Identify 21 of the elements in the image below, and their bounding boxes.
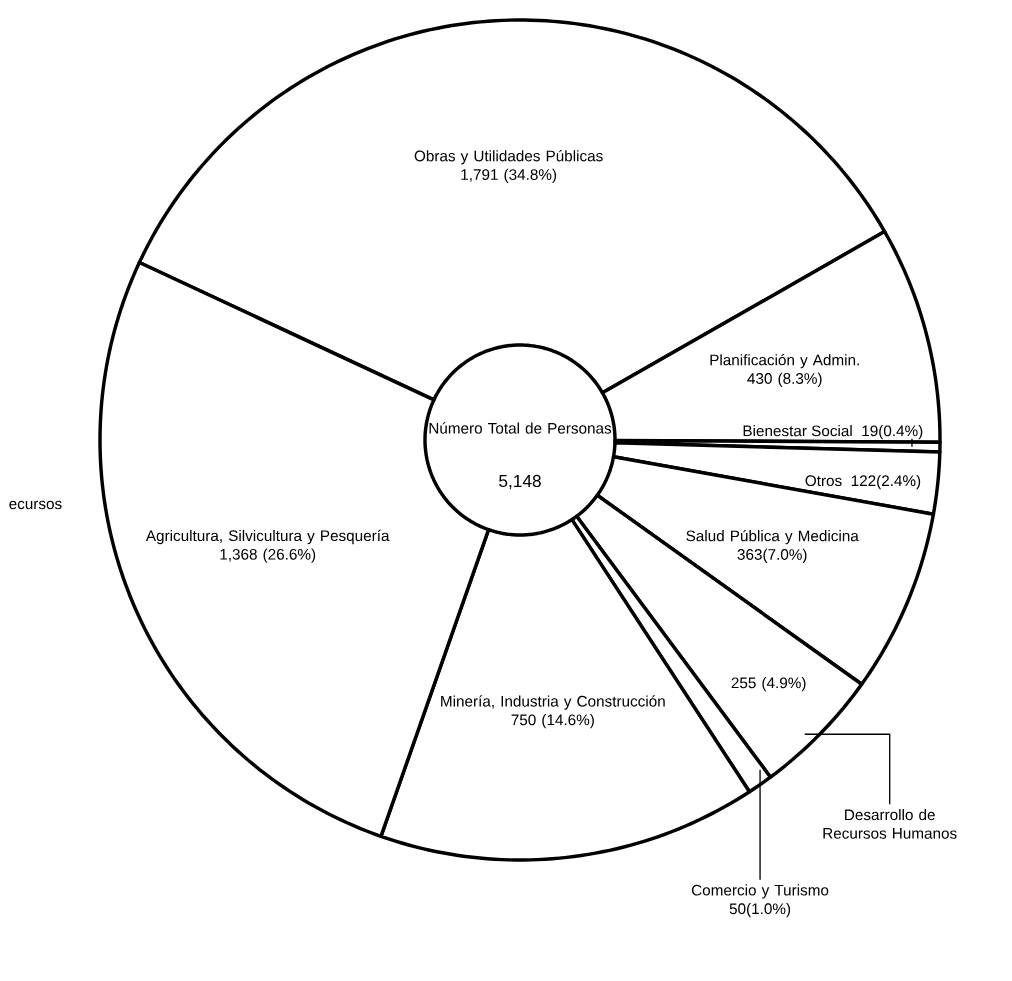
slice-label: Otros: [805, 475, 842, 487]
data-label: 50(1.0%): [729, 902, 791, 918]
data-label: 430 (8.3%): [747, 372, 822, 387]
slice-label: Salud Pública y Medicina: [686, 529, 859, 545]
text: 5,148: [499, 474, 541, 490]
slice-label: Bienestar Social: [743, 425, 852, 437]
data-label: 363(7.0%): [737, 548, 807, 563]
data-label: 122(2.4%): [851, 474, 921, 490]
data-label: 1,368 (26.6%): [220, 548, 316, 563]
slice-label: Minería, Industria y Construcción: [441, 695, 665, 710]
slice-label: Comercio y Turismo: [691, 884, 829, 899]
data-label: 19(0.4%): [862, 425, 923, 440]
slice-label: Planificación y Admin.: [710, 353, 859, 369]
text: Número Total de Personas: [429, 422, 612, 434]
text: ecursos: [9, 500, 62, 510]
slice-label: Desarrollo de Recursos Humanos: [823, 808, 957, 839]
data-label: 1,791 (34.8%): [461, 168, 557, 184]
data-label: 255 (4.9%): [731, 677, 806, 692]
slice-label: Agricultura, Silvicultura y Pesquería: [145, 529, 390, 545]
slice-label: Obras y Utilidades Públicas: [414, 149, 603, 165]
data-label: 750 (14.6%): [511, 714, 594, 729]
